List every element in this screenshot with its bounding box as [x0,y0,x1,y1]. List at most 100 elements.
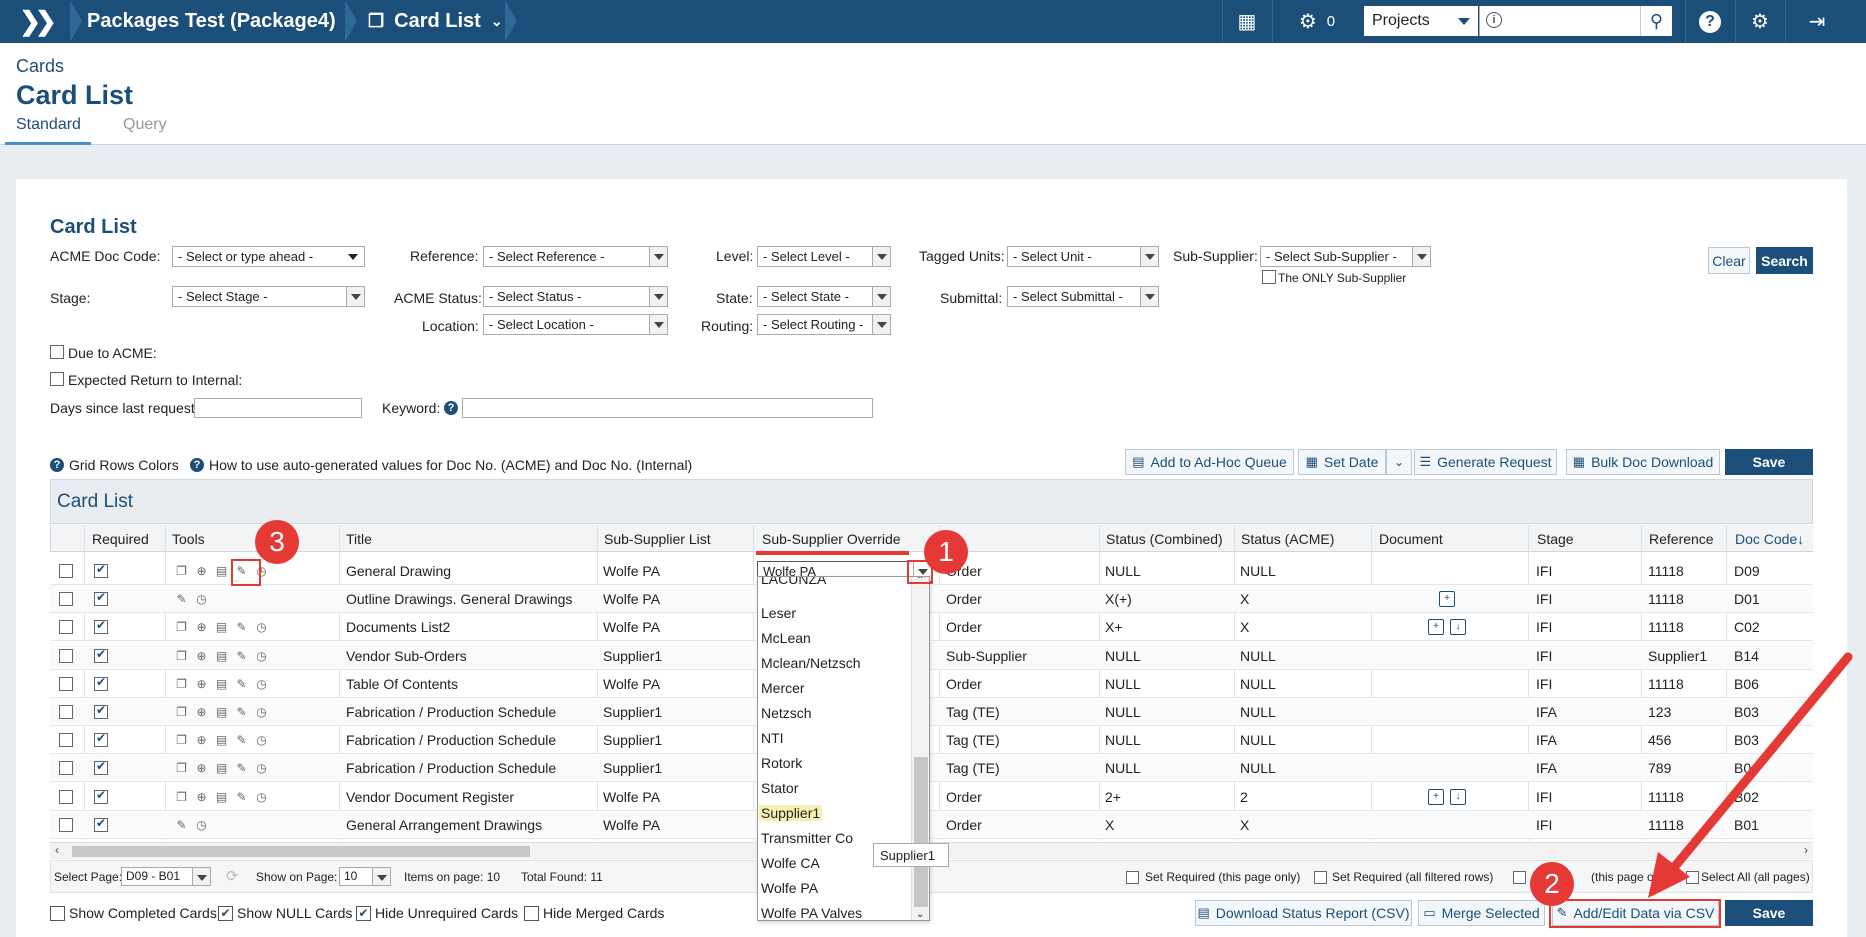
merge-selected-button[interactable]: ▭ Merge Selected [1418,900,1545,926]
scrollbar-thumb[interactable] [914,757,928,907]
dropdown-option[interactable]: Wolfe CA [761,855,820,871]
copy-icon[interactable]: ❐ [176,648,187,663]
edit-icon[interactable]: ✎ [236,648,247,663]
required-checkbox[interactable] [94,647,108,663]
select-page-only-checkbox[interactable] [1513,871,1526,884]
row-select-checkbox[interactable] [59,648,73,663]
add-doc-icon[interactable]: ⊕ [196,733,207,748]
projects-select[interactable]: Projects [1364,6,1478,36]
reference-select[interactable]: - Select Reference - [483,246,668,267]
submittal-select[interactable]: - Select Submittal - [1007,286,1159,307]
dropdown-scrollbar[interactable]: ⌃ ⌄ [911,577,929,920]
search-icon[interactable]: ⚲ [1640,6,1672,36]
column-header-title[interactable]: Title [346,531,372,547]
list-icon[interactable]: ▤ [215,676,228,691]
edit-icon[interactable]: ✎ [236,564,247,578]
page-selector[interactable]: ❐ Card List ⌄ [368,0,503,43]
row-select-checkbox[interactable] [59,592,73,607]
acme-doc-code-select[interactable]: - Select or type ahead - [172,246,365,267]
list-icon[interactable]: ▤ [215,789,228,804]
column-header-reference[interactable]: Reference [1649,531,1714,547]
project-selector[interactable]: Packages Test (Package4) ⌄ [87,0,357,43]
document-view-icon[interactable]: + [1428,619,1444,636]
list-icon[interactable]: ▤ [215,733,228,748]
calendar-dashboard-icon[interactable]: ▦ [1237,11,1257,33]
column-header-doc-code[interactable]: Doc Code↓ [1735,531,1805,547]
acme-status-select[interactable]: - Select Status - [483,286,668,307]
required-checkbox[interactable] [94,816,108,832]
due-to-acme-checkbox[interactable] [50,345,64,359]
required-checkbox[interactable] [94,562,108,578]
column-header-status-acme[interactable]: Status (ACME) [1241,531,1335,547]
table-row[interactable]: ❐ ⊕ ▤ ✎ ◷ Vendor Sub-Orders Supplier1 Sub-Suppl… [50,641,1813,670]
copy-icon[interactable]: ❐ [176,705,187,719]
copy-icon[interactable]: ❐ [176,761,187,776]
row-select-checkbox[interactable] [59,733,73,748]
hide-merged-toggle[interactable]: Hide Merged Cards [524,905,664,921]
edit-icon[interactable]: ✎ [236,705,247,719]
chevron-down-icon[interactable]: ⌄ [916,909,925,920]
required-checkbox[interactable] [94,703,108,719]
show-null-toggle[interactable]: ✔ Show NULL Cards [218,905,352,921]
copy-icon[interactable]: ❐ [176,564,187,578]
tab-query[interactable]: Query [123,116,167,133]
settings-gear-icon[interactable]: ⚙ [1751,11,1769,33]
add-doc-icon[interactable]: ⊕ [196,648,207,663]
column-header-stage[interactable]: Stage [1537,531,1574,547]
add-doc-icon[interactable]: ⊕ [196,620,207,635]
only-sub-supplier-checkbox[interactable] [1262,270,1276,284]
set-required-all-checkbox[interactable] [1314,871,1327,884]
show-completed-toggle[interactable]: Show Completed Cards [50,905,217,921]
row-select-checkbox[interactable] [59,761,73,776]
history-icon[interactable]: ◷ [256,733,267,748]
select-page-dropdown[interactable]: D09 - B01 [121,867,211,886]
required-checkbox[interactable] [94,675,108,691]
table-row[interactable]: ❐ ⊕ ▤ ✎ ◷ Table Of Contents Wolfe PA Order NULL N… [50,670,1813,698]
refresh-icon[interactable]: ⟳ [226,868,239,885]
keyword-input[interactable] [462,398,873,418]
checkbox[interactable] [524,905,539,921]
days-since-input[interactable] [194,398,362,418]
history-icon[interactable]: ◷ [196,817,207,832]
edit-icon[interactable]: ✎ [236,620,247,635]
help-icon[interactable]: ? [444,398,463,415]
dropdown-option[interactable]: Rotork [761,755,803,771]
set-date-button[interactable]: ▦ Set Date [1298,449,1386,475]
table-row[interactable]: ❐ ⊕ ▤ ✎ ◷ Fabrication / Production Schedule Su… [50,754,1813,783]
column-header-sub-supplier-list[interactable]: Sub-Supplier List [604,531,711,547]
location-select[interactable]: - Select Location - [483,314,668,335]
document-download-icon[interactable]: ↓ [1450,619,1466,636]
edit-icon[interactable]: ✎ [176,817,187,832]
select-all-checkbox[interactable] [1686,871,1699,884]
dropdown-option[interactable]: Netzsch [761,705,812,721]
auto-values-help-link[interactable]: ? How to use auto-generated values for D… [190,457,692,473]
row-select-checkbox[interactable] [59,676,73,691]
column-header-status-combined[interactable]: Status (Combined) [1106,531,1223,547]
dropdown-option[interactable]: Leser [761,605,797,621]
column-header-sub-supplier-override[interactable]: Sub-Supplier Override [762,531,901,547]
sub-supplier-override-dropdown[interactable]: LACUNZA Leser McLean Mclean/Netzsch Mercer Ne… [757,576,930,921]
scroll-left-icon[interactable]: ‹ [55,843,59,857]
list-icon[interactable]: ▤ [215,620,228,635]
scrollbar-thumb[interactable] [72,846,530,857]
search-button[interactable]: Search [1756,247,1813,274]
edit-icon[interactable]: ✎ [236,733,247,748]
edit-icon[interactable]: ✎ [176,592,187,607]
dropdown-option[interactable]: Mclean/Netzsch [761,655,861,671]
column-header-required[interactable]: Required [92,531,149,547]
dropdown-option[interactable]: Transmitter Co [761,830,854,846]
required-checkbox[interactable] [94,788,108,804]
save-button-top[interactable]: Save [1725,449,1813,475]
add-doc-icon[interactable]: ⊕ [196,761,207,776]
history-icon[interactable]: ◷ [256,564,267,578]
document-view-icon[interactable]: + [1428,788,1444,805]
dropdown-option[interactable]: NTI [761,730,784,746]
dropdown-option[interactable]: McLean [761,630,811,646]
table-row[interactable]: ❐ ⊕ ▤ ✎ ◷ Documents List2 Wolfe PA Order X+ X IFI 1… [50,613,1813,642]
breadcrumb[interactable]: Cards [16,56,65,76]
list-icon[interactable]: ▤ [215,705,228,719]
history-icon[interactable]: ◷ [256,789,267,804]
dropdown-option[interactable]: Wolfe PA Valves [761,905,863,921]
row-select-checkbox[interactable] [59,705,73,719]
